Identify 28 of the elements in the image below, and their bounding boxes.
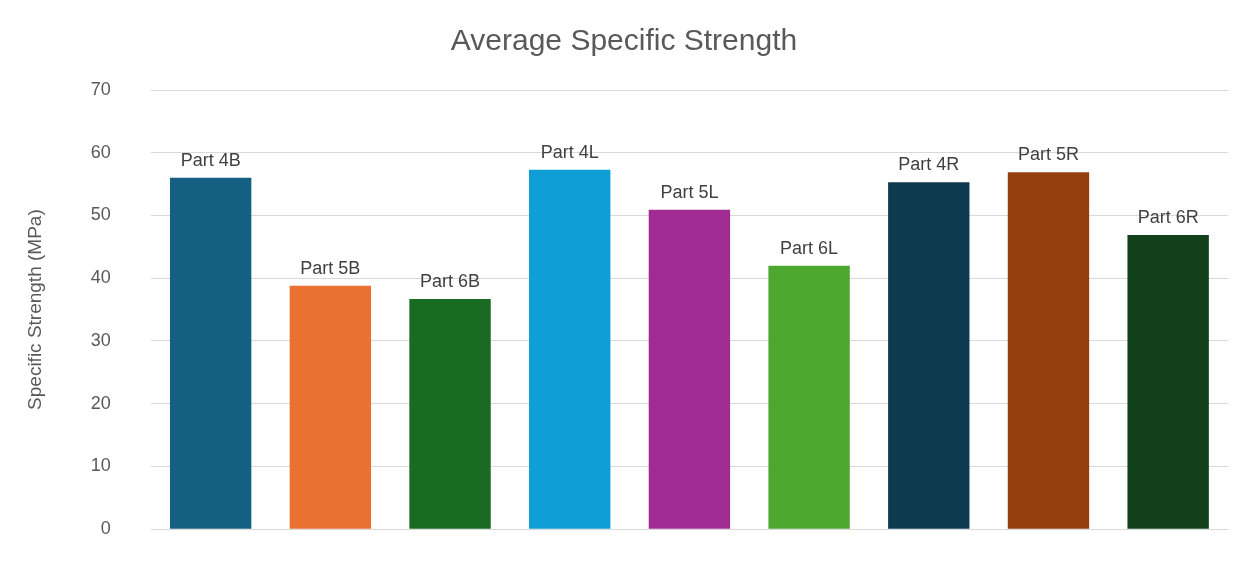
x-tick-label: Part 5R bbox=[1017, 144, 1079, 165]
chart-title: Average Specific Strength bbox=[450, 23, 798, 57]
y-axis-title: Specific Strength (MPa) bbox=[23, 209, 45, 410]
y-tick-label: 0 bbox=[100, 518, 111, 539]
x-tick-label: Part 6B bbox=[420, 270, 481, 291]
bar bbox=[529, 169, 611, 529]
y-tick-label: 40 bbox=[90, 267, 111, 288]
bar bbox=[289, 285, 372, 529]
y-tick-label: 30 bbox=[90, 329, 111, 350]
y-tick-label: 10 bbox=[90, 455, 111, 476]
x-tick-label: Part 5L bbox=[660, 181, 719, 202]
x-tick-label: Part 6R bbox=[1137, 206, 1199, 227]
y-tick-label: 70 bbox=[90, 78, 111, 99]
x-tick-label: Part 4B bbox=[180, 149, 241, 170]
y-tick-label: 50 bbox=[90, 204, 111, 225]
bar bbox=[1127, 234, 1209, 529]
bar bbox=[1007, 172, 1090, 529]
y-tick-label: 60 bbox=[90, 141, 111, 162]
y-tick-label: 20 bbox=[90, 392, 111, 413]
x-tick-label: Part 4R bbox=[898, 154, 960, 175]
bar bbox=[648, 209, 731, 529]
bar bbox=[409, 298, 491, 529]
bar bbox=[888, 182, 970, 529]
bar bbox=[768, 265, 850, 529]
x-tick-label: Part 5B bbox=[300, 257, 361, 278]
x-tick-label: Part 4L bbox=[540, 141, 599, 162]
bar bbox=[169, 177, 252, 529]
x-tick-label: Part 6L bbox=[780, 237, 839, 258]
